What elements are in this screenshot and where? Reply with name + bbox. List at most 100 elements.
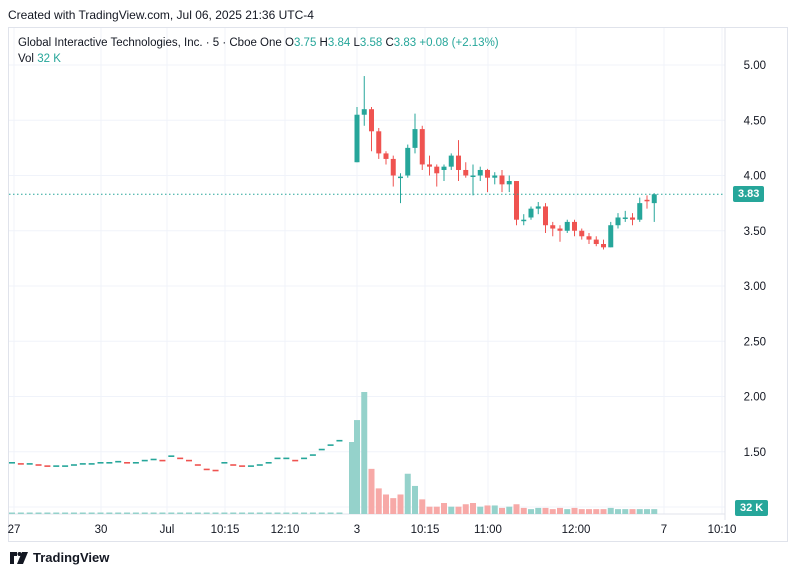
last-price-badge: 3.83 [733, 186, 765, 202]
x-tick-label: 12:00 [562, 524, 591, 536]
y-tick-label: 5.00 [744, 60, 766, 72]
price-axis[interactable]: 5.004.504.003.503.002.502.001.501.00 [744, 60, 766, 514]
candle [572, 219, 577, 237]
volume-bar [375, 488, 382, 514]
volume-bar [586, 509, 592, 514]
volume-bar [578, 509, 585, 514]
candle [506, 175, 512, 193]
volume-bar [9, 512, 15, 514]
candle [543, 203, 548, 233]
volume-bar [88, 512, 95, 514]
candle-body [412, 129, 418, 148]
footer-branding[interactable]: TradingView [10, 550, 109, 565]
candle [398, 173, 403, 204]
volume-bar [186, 512, 192, 514]
candle-body [593, 239, 599, 245]
volume-bar [535, 507, 542, 514]
pre-session-line [9, 439, 343, 472]
candle [485, 168, 490, 193]
volume-bar [159, 512, 166, 514]
candle [463, 162, 469, 178]
candle-body [586, 236, 592, 240]
volume-badge: 32 K [735, 500, 769, 516]
close-label: C [385, 37, 394, 49]
candle-body [477, 169, 483, 176]
candle [470, 164, 476, 196]
candle [550, 221, 556, 237]
candle-body [419, 129, 425, 165]
volume-bar [397, 494, 404, 514]
candle-body [608, 225, 614, 248]
candles [354, 76, 657, 250]
chart-frame[interactable] [8, 27, 788, 542]
candle-body [557, 228, 563, 231]
candle [521, 214, 527, 226]
x-tick-label: 3 [354, 524, 360, 536]
x-tick-label: Jul [160, 524, 175, 536]
candle-body [470, 175, 476, 177]
candle [390, 155, 396, 187]
candle [354, 106, 360, 163]
candle [514, 181, 519, 226]
candle-body [463, 169, 469, 176]
time-axis[interactable]: 27 30 Jul 10:15 12:10 3 10:15 11:00 12:00 7 10:10 [8, 524, 737, 536]
volume-bar [336, 512, 343, 514]
candle [456, 140, 461, 182]
candle [369, 106, 374, 152]
volume-bar [549, 509, 556, 514]
x-tick-label: 10:15 [211, 524, 240, 536]
volume-bar [448, 506, 455, 514]
candle [376, 127, 382, 159]
volume-bar [462, 504, 469, 514]
x-tick-label: 11:00 [474, 524, 502, 536]
candle-body [485, 169, 490, 178]
volume-bar [292, 512, 299, 514]
candle-body [651, 194, 657, 204]
volume-value: 32 K [37, 53, 61, 65]
volume-bar [212, 512, 219, 514]
candle [492, 172, 498, 185]
volume-bar [203, 512, 210, 514]
volume-bar [62, 512, 69, 514]
volume-row: Vol 32 K [18, 51, 499, 67]
symbol-info[interactable]: Global Interactive Technologies, Inc. · … [18, 37, 282, 49]
candle [477, 166, 483, 182]
volume-bar [35, 512, 42, 514]
candle-body [383, 153, 389, 159]
candle [528, 206, 534, 220]
volume-bar [593, 509, 600, 514]
volume-bar [615, 509, 621, 514]
candle [499, 169, 505, 193]
candle [405, 144, 411, 178]
volume-bar [115, 512, 122, 514]
volume-bar [230, 512, 237, 514]
open-label: O [285, 37, 294, 49]
candle-body [390, 158, 396, 176]
candle-body [615, 217, 621, 226]
volume-bar [484, 505, 491, 514]
volume-bar [17, 512, 24, 514]
candle-body [535, 206, 541, 209]
volume-bar [470, 503, 476, 514]
ohlc-row: Global Interactive Technologies, Inc. · … [18, 35, 499, 51]
y-tick-label: 4.50 [744, 115, 766, 127]
candle-body [528, 208, 534, 218]
candle-body [579, 230, 585, 237]
y-tick-label: 1.50 [744, 447, 766, 459]
candle-body [441, 166, 447, 170]
candle-body [398, 176, 403, 179]
volume-bar [564, 509, 571, 514]
candle [383, 151, 389, 165]
candle-body [361, 109, 367, 115]
x-tick-label: 10:10 [708, 524, 737, 536]
candle [448, 153, 454, 170]
candle-body [622, 217, 628, 219]
candle-body [543, 206, 548, 226]
volume-bar [194, 512, 201, 514]
volume-bar [44, 512, 51, 514]
y-tick-label: 2.00 [744, 392, 766, 404]
candle [557, 225, 563, 242]
candle-body [506, 181, 512, 185]
y-tick-label: 4.00 [744, 171, 766, 183]
